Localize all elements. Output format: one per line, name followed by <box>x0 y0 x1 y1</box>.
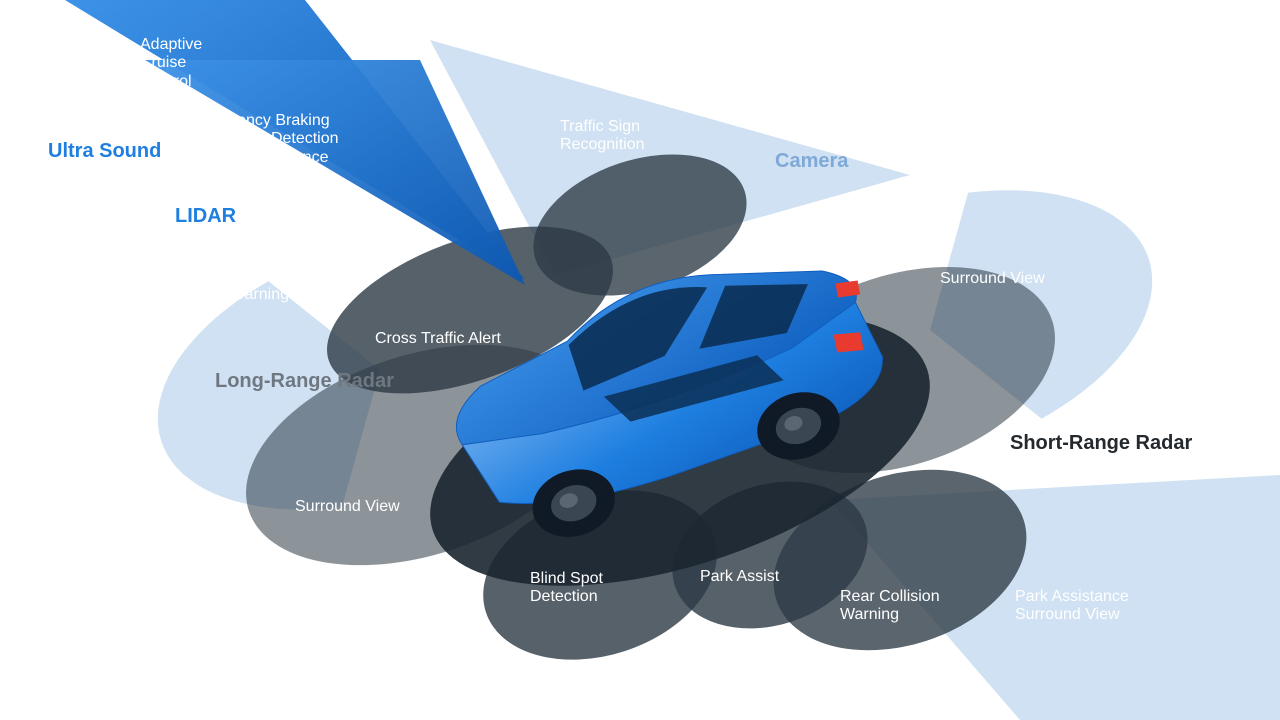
sensor-diagram: Ultra SoundLIDARCameraLong-Range RadarSh… <box>0 0 1280 720</box>
diagram-svg <box>0 0 1280 720</box>
